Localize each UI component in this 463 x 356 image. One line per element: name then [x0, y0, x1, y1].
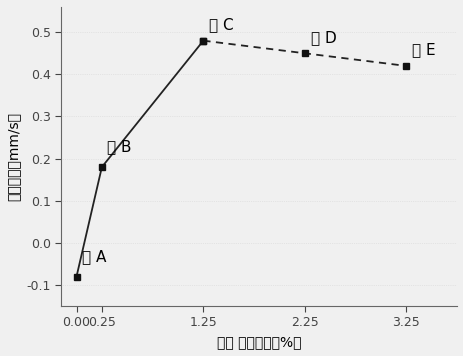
Text: 柱 C: 柱 C	[209, 17, 233, 32]
Text: 柱 B: 柱 B	[107, 140, 131, 155]
X-axis label: 离子 液体浓度（%）: 离子 液体浓度（%）	[217, 335, 301, 349]
Y-axis label: 电渗流速（mm/s）: 电渗流速（mm/s）	[7, 112, 21, 201]
Text: 柱 D: 柱 D	[310, 30, 336, 45]
Text: 柱 E: 柱 E	[412, 42, 435, 58]
Text: 柱 A: 柱 A	[81, 249, 106, 264]
